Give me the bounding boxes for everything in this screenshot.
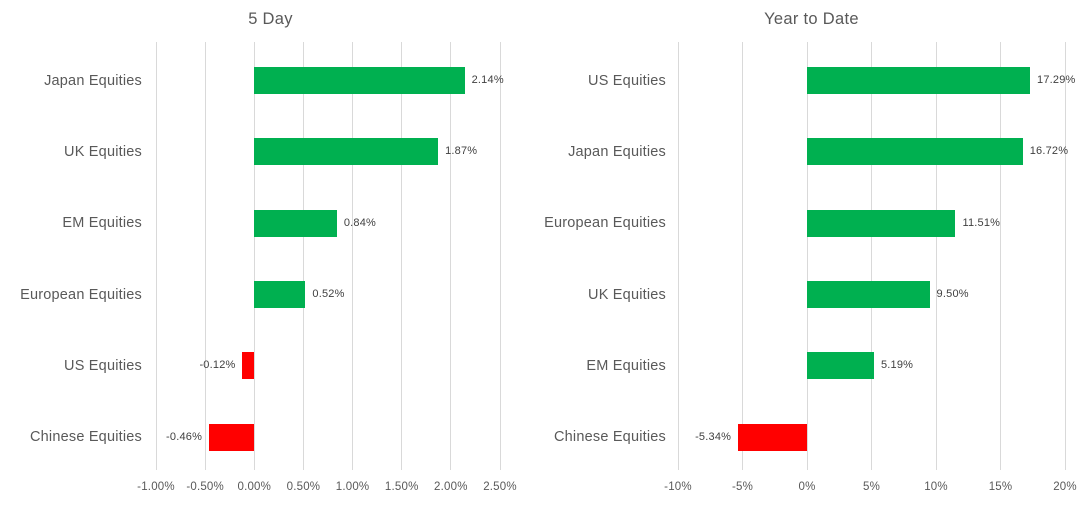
bar-japan-equities — [254, 67, 465, 95]
gridline — [677, 42, 679, 470]
chart-year-to-date: Year to Date 17.29% 16.72% 11.51% 9.50% 5.19… — [541, 0, 1082, 513]
gridline — [1000, 42, 1001, 470]
x-axis-tick-label: 10% — [924, 481, 948, 493]
bar-european-equities — [807, 209, 956, 237]
value-label-uk-equities: 1.87% — [445, 145, 478, 158]
gridline — [871, 42, 872, 470]
chart-5-day: 5 Day 2.14% 1.87% 0.84% 0.52% -0.12% -0.46% -… — [20, 10, 517, 493]
value-label-us-equities: 17.29% — [1037, 74, 1076, 87]
plot-area-year-to-date: 17.29% 16.72% 11.51% 9.50% 5.19% -5.34% — [677, 42, 1075, 470]
bar-us-equities — [242, 352, 255, 380]
category-label-european-equities: European Equities — [20, 286, 142, 303]
x-axis-tick-label: 2.00% — [434, 481, 468, 493]
x-axis-tick-label: 1.50% — [384, 481, 419, 493]
gridline — [155, 42, 157, 470]
x-axis-tick-label: 2.50% — [483, 481, 517, 493]
value-label-uk-equities: 9.50% — [936, 288, 969, 301]
value-label-japan-equities: 16.72% — [1029, 145, 1069, 158]
bar-uk-equities — [807, 281, 930, 309]
value-label-chinese-equities: -5.34% — [695, 430, 732, 443]
x-axis-tick-label: -5% — [731, 481, 754, 493]
category-label-japan-equities: Japan Equities — [568, 143, 666, 160]
x-axis-tick-label: -0.50% — [186, 481, 224, 493]
x-axis-tick-label: 0% — [798, 481, 816, 493]
value-label-em-equities: 5.19% — [880, 359, 914, 372]
gridline — [935, 42, 937, 470]
x-axis-tick-label: 1.00% — [335, 481, 370, 493]
value-label-european-equities: 0.52% — [312, 288, 345, 301]
gridline — [1064, 42, 1066, 470]
gridline — [450, 42, 452, 470]
category-label-em-equities: EM Equities — [62, 215, 142, 232]
category-label-japan-equities: Japan Equities — [44, 72, 142, 89]
value-label-european-equities: 11.51% — [962, 216, 1001, 229]
x-axis-tick-label: 5% — [862, 481, 881, 493]
category-label-chinese-equities: Chinese Equities — [29, 429, 142, 446]
gridline — [253, 42, 255, 470]
bar-chinese-equities — [209, 423, 255, 451]
bar-us-equities — [807, 67, 1031, 95]
category-label-european-equities: European Equities — [544, 215, 666, 232]
chart-title-year-to-date: Year to Date — [764, 10, 859, 28]
gridline — [204, 42, 206, 470]
chart-title-5-day: 5 Day — [248, 10, 293, 28]
plot-area-5-day: 2.14% 1.87% 0.84% 0.52% -0.12% -0.46% — [155, 42, 504, 470]
value-label-em-equities: 0.84% — [343, 216, 377, 229]
x-axis-tick-label: 0.50% — [286, 481, 321, 493]
x-axis-tick-label: 15% — [988, 481, 1013, 493]
bar-uk-equities — [254, 138, 439, 166]
x-axis-tick-label: -1.00% — [137, 481, 175, 493]
category-label-uk-equities: UK Equities — [64, 143, 142, 160]
x-axis-tick-label: 20% — [1053, 481, 1077, 493]
gridline — [806, 42, 808, 470]
bar-em-equities — [254, 209, 337, 237]
category-label-us-equities: US Equities — [64, 357, 142, 374]
value-label-japan-equities: 2.14% — [471, 74, 504, 87]
x-axis-tick-label: -10% — [664, 481, 692, 493]
bar-em-equities — [807, 352, 874, 380]
gridline — [352, 42, 354, 470]
category-label-uk-equities: UK Equities — [588, 286, 666, 303]
value-label-us-equities: -0.12% — [199, 359, 236, 372]
gridline — [499, 42, 501, 470]
bar-chinese-equities — [738, 423, 807, 451]
gridline — [742, 42, 743, 470]
x-axis-tick-label: 0.00% — [237, 481, 272, 493]
category-label-us-equities: US Equities — [588, 72, 666, 89]
gridline — [302, 42, 304, 470]
bar-european-equities — [254, 281, 306, 309]
category-label-em-equities: EM Equities — [586, 357, 666, 374]
gridline — [401, 42, 403, 470]
category-label-chinese-equities: Chinese Equities — [553, 429, 666, 446]
value-label-chinese-equities: -0.46% — [166, 430, 203, 443]
bar-japan-equities — [807, 138, 1023, 166]
